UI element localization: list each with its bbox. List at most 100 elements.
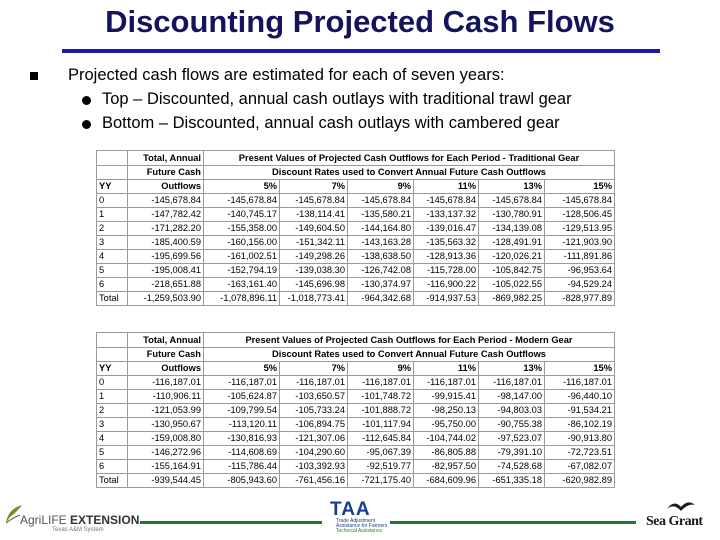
header-row: Future Cash Discount Rates used to Conver… (96, 347, 615, 362)
present-value-cell: -101,117.94 (347, 417, 414, 432)
present-value-cell: -144,164.80 (347, 221, 414, 236)
footer-rule (390, 521, 636, 524)
present-value-cell: -134,139.08 (478, 221, 545, 236)
present-value-cell: -82,957.50 (413, 459, 479, 474)
agrilife-name: AgriLIFE (20, 513, 67, 527)
table-row: 0 -145,678.84 -145,678.84 -145,678.84 -145,6… (96, 193, 615, 208)
table-row: 0 -116,187.01 -116,187.01 -116,187.01 -116,1… (96, 375, 615, 390)
present-value-cell: -121,903.90 (544, 235, 615, 250)
agrilife-leaf-icon (5, 505, 22, 524)
present-value-cell: -95,750.00 (413, 417, 479, 432)
total-annual-header: Total, Annual (127, 150, 204, 166)
header-blank-cell (96, 332, 128, 348)
present-value-cell: -96,953.64 (544, 263, 615, 278)
present-value-cell: -98,250.13 (413, 403, 479, 418)
future-cash-cell: -218,651.88 (127, 277, 204, 292)
present-value-cell: -94,803.03 (478, 403, 545, 418)
future-cash-header: Future Cash (127, 347, 204, 362)
present-value-cell: -99,915.41 (413, 389, 479, 404)
present-value-cell: -106,894.75 (279, 417, 348, 432)
present-value-cell: -116,187.01 (203, 375, 280, 390)
present-value-cell: -116,900.22 (413, 277, 479, 292)
present-value-cell: -139,038.30 (279, 263, 348, 278)
round-bullet-icon (82, 96, 91, 105)
year-cell: Total (96, 473, 128, 488)
year-cell: 5 (96, 445, 128, 460)
present-value-cell: -138,114.41 (279, 207, 348, 222)
square-bullet-icon (30, 72, 38, 80)
agrilife-wordmark: AgriLIFE EXTENSION (20, 513, 139, 527)
rate-header: 5% (203, 361, 280, 376)
taa-caption-line: Trade Adjustment (336, 518, 376, 524)
present-value-cell: -145,678.84 (544, 193, 615, 208)
year-cell: 6 (96, 277, 128, 292)
year-cell: 2 (96, 221, 128, 236)
header-blank-cell (96, 347, 128, 362)
present-value-cell: -155,358.00 (203, 221, 280, 236)
year-cell: 1 (96, 207, 128, 222)
present-value-cell: -114,608.69 (203, 445, 280, 460)
present-value-cell: -98,147.00 (478, 389, 545, 404)
sea-grant-wordmark: Sea Grant (646, 514, 703, 529)
present-value-cell: -651,335.18 (478, 473, 545, 488)
future-cash-cell: -939,544.45 (127, 473, 204, 488)
future-cash-cell: -195,008.41 (127, 263, 204, 278)
present-value-cell: -113,120.11 (203, 417, 280, 432)
present-value-cell: -86,102.19 (544, 417, 615, 432)
table-row: 2 -121,053.99 -109,799.54 -105,733.24 -101,8… (96, 403, 615, 418)
modern-gear-table: Total, Annual Present Values of Projected… (96, 332, 615, 488)
sea-grant-logo: Sea Grant (640, 497, 720, 540)
table-row: 4 -195,699.56 -161,002.51 -149,298.26 -138,6… (96, 249, 615, 264)
seagull-icon (667, 502, 695, 511)
present-value-cell: -105,842.75 (478, 263, 545, 278)
present-value-cell: -112,645.84 (347, 431, 414, 446)
present-value-cell: -115,786.44 (203, 459, 280, 474)
present-value-cell: -72,723.51 (544, 445, 615, 460)
present-value-cell: -160,156.00 (203, 235, 280, 250)
present-value-cell: -105,022.55 (478, 277, 545, 292)
taa-mark: TAA (330, 499, 371, 520)
rate-header: 7% (279, 361, 348, 376)
header-row: Total, Annual Present Values of Projected… (96, 332, 615, 348)
present-value-cell: -104,290.60 (279, 445, 348, 460)
rate-header: 11% (413, 361, 479, 376)
present-value-cell: -74,528.68 (478, 459, 545, 474)
present-value-cell: -94,529.24 (544, 277, 615, 292)
outflows-header: Outflows (127, 361, 204, 376)
present-value-cell: -111,891.86 (544, 249, 615, 264)
year-cell: 1 (96, 389, 128, 404)
present-value-cell: -86,805.88 (413, 445, 479, 460)
year-cell: 4 (96, 249, 128, 264)
present-value-cell: -101,888.72 (347, 403, 414, 418)
future-cash-cell: -110,906.11 (127, 389, 204, 404)
present-value-cell: -828,977.89 (544, 291, 615, 306)
present-value-cell: -116,187.01 (347, 375, 414, 390)
table-row: 6 -155,164.91 -115,786.44 -103,392.93 -92,51… (96, 459, 615, 474)
rate-header: 15% (544, 361, 615, 376)
header-row: YY Outflows 5% 7% 9% 11% 13% 15% (96, 179, 615, 194)
present-value-cell: -116,187.01 (413, 375, 479, 390)
future-cash-cell: -195,699.56 (127, 249, 204, 264)
sub-bullet-text: Top – Discounted, annual cash outlays wi… (102, 90, 572, 108)
present-value-cell: -964,342.68 (347, 291, 414, 306)
present-value-cell: -121,307.06 (279, 431, 348, 446)
header-blank-cell (96, 150, 128, 166)
present-value-cell: -129,513.95 (544, 221, 615, 236)
present-value-cell: -152,794.19 (203, 263, 280, 278)
taa-caption-line: Technical Assistance (336, 528, 383, 534)
taa-caption-line: Assistance for Farmers (336, 523, 388, 529)
present-value-cell: -128,491.91 (478, 235, 545, 250)
present-value-cell: -145,678.84 (203, 193, 280, 208)
present-value-cell: -145,678.84 (413, 193, 479, 208)
future-cash-cell: -159,008.80 (127, 431, 204, 446)
future-cash-cell: -147,782.42 (127, 207, 204, 222)
present-value-cell: -145,678.84 (347, 193, 414, 208)
present-value-cell: -97,523.07 (478, 431, 545, 446)
present-value-cell: -115,728.00 (413, 263, 479, 278)
present-value-cell: -135,563.32 (413, 235, 479, 250)
table-row: 1 -110,906.11 -105,624.87 -103,650.57 -101,7… (96, 389, 615, 404)
present-value-cell: -101,748.72 (347, 389, 414, 404)
year-cell: 6 (96, 459, 128, 474)
agrilife-subtitle: Texas A&M System (52, 527, 104, 533)
present-value-cell: -143,163.28 (347, 235, 414, 250)
